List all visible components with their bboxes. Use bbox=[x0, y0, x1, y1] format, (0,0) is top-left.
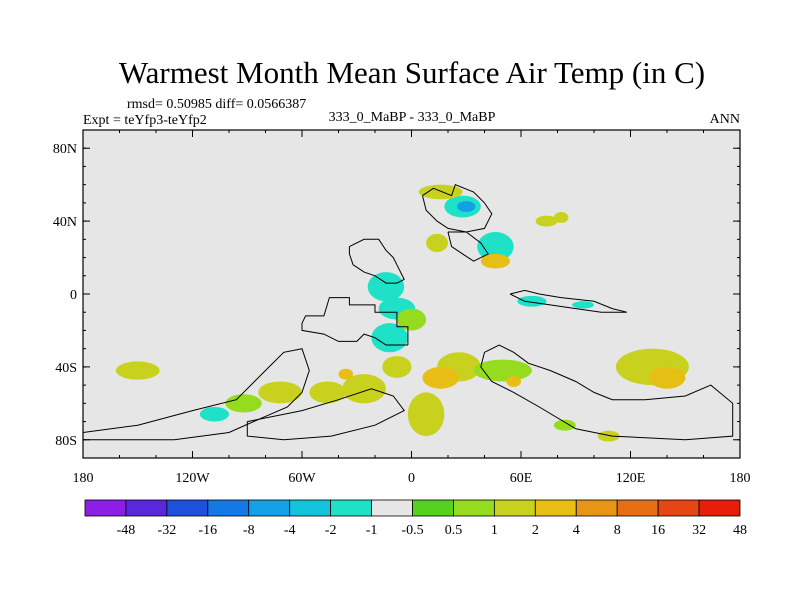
continent-outline bbox=[348, 238, 405, 284]
stats-line: rmsd= 0.50985 diff= 0.0566387 bbox=[127, 97, 306, 112]
center-label: 333_0_MaBP - 333_0_MaBP bbox=[329, 110, 496, 125]
anomaly-patch bbox=[517, 295, 547, 307]
colorbar-swatch bbox=[657, 499, 700, 517]
continent-outline bbox=[83, 348, 310, 441]
anomaly-patch bbox=[480, 253, 511, 269]
anomaly-patch bbox=[115, 361, 160, 380]
colorbar-swatch bbox=[330, 499, 372, 517]
colorbar-label: 16 bbox=[651, 523, 665, 538]
season-label: ANN bbox=[710, 112, 740, 127]
anomaly-patch bbox=[553, 212, 569, 223]
x-tick-label: 120E bbox=[616, 471, 646, 486]
colorbar-label: 48 bbox=[733, 523, 747, 538]
colorbar-swatch bbox=[616, 499, 659, 517]
continent-outline bbox=[509, 289, 627, 313]
colorbar-label: 2 bbox=[532, 523, 539, 538]
anomaly-patch bbox=[535, 215, 558, 227]
x-tick-label: 120W bbox=[175, 471, 210, 486]
anomaly-patch bbox=[418, 184, 463, 200]
anomaly-patch bbox=[225, 394, 262, 413]
colorbar-label: -48 bbox=[117, 523, 136, 538]
anomaly-patch bbox=[338, 368, 354, 380]
anomaly-patch bbox=[572, 301, 594, 309]
anomaly-patch bbox=[342, 374, 386, 404]
anomaly-patch bbox=[553, 419, 576, 431]
colorbar-swatch bbox=[698, 499, 741, 517]
anomaly-patch bbox=[457, 201, 476, 213]
continent-outline bbox=[422, 184, 493, 233]
colorbar-swatch bbox=[289, 499, 332, 517]
chart-title: Warmest Month Mean Surface Air Temp (in … bbox=[119, 55, 705, 90]
colorbar-swatch bbox=[166, 499, 209, 517]
y-tick-label: 40N bbox=[53, 215, 77, 230]
colorbar-label: -1 bbox=[366, 523, 378, 538]
colorbar-swatch bbox=[412, 499, 454, 517]
colorbar-label: 8 bbox=[614, 523, 621, 538]
colorbar-swatch bbox=[248, 499, 291, 517]
anomaly-patch bbox=[648, 366, 686, 389]
colorbar-label: -16 bbox=[198, 523, 217, 538]
colorbar-swatch bbox=[534, 499, 577, 517]
anomaly-patch bbox=[422, 366, 459, 389]
anomaly-patch bbox=[506, 376, 521, 387]
colorbar-label: 1 bbox=[491, 523, 498, 538]
colorbar-swatch bbox=[453, 499, 495, 517]
experiment-label: Expt = teYfp3-teYfp2 bbox=[83, 113, 207, 128]
colorbar-label: -0.5 bbox=[401, 523, 423, 538]
colorbar-label: -2 bbox=[325, 523, 337, 538]
y-tick-label: 80N bbox=[53, 142, 77, 157]
anomaly-patch bbox=[426, 233, 448, 253]
anomaly-patch bbox=[258, 381, 302, 404]
colorbar-swatch bbox=[371, 499, 413, 517]
anomaly-patch bbox=[309, 381, 346, 404]
continent-outline bbox=[246, 388, 405, 441]
x-tick-label: 60E bbox=[510, 471, 533, 486]
colorbar-label: -8 bbox=[243, 523, 255, 538]
colorbar-label: 4 bbox=[573, 523, 580, 538]
x-tick-label: 60W bbox=[288, 471, 316, 486]
x-tick-label: 0 bbox=[408, 471, 415, 486]
colorbar-swatch bbox=[84, 499, 127, 517]
x-tick-label: 180 bbox=[730, 471, 751, 486]
anomaly-patch bbox=[407, 392, 445, 437]
y-tick-label: 80S bbox=[55, 434, 77, 449]
anomaly-patch bbox=[396, 308, 427, 331]
continent-outline bbox=[447, 231, 489, 262]
y-tick-label: 40S bbox=[55, 361, 77, 376]
anomaly-patch bbox=[199, 406, 229, 422]
continent-outline bbox=[301, 297, 409, 346]
colorbar-label: -32 bbox=[158, 523, 177, 538]
anomaly-patch bbox=[367, 272, 405, 302]
colorbar-swatch bbox=[493, 499, 536, 517]
colorbar-swatch bbox=[575, 499, 618, 517]
x-tick-label: 180 bbox=[73, 471, 94, 486]
anomaly-patch bbox=[382, 355, 412, 378]
anomaly-patch bbox=[477, 232, 514, 262]
y-tick-label: 0 bbox=[70, 288, 77, 303]
colorbar-label: -4 bbox=[284, 523, 296, 538]
colorbar-swatch bbox=[207, 499, 250, 517]
colorbar-label: 32 bbox=[692, 523, 706, 538]
colorbar-label: 0.5 bbox=[445, 523, 463, 538]
anomaly-patch bbox=[597, 430, 620, 442]
continent-outline bbox=[480, 344, 734, 441]
colorbar-swatch bbox=[125, 499, 168, 517]
